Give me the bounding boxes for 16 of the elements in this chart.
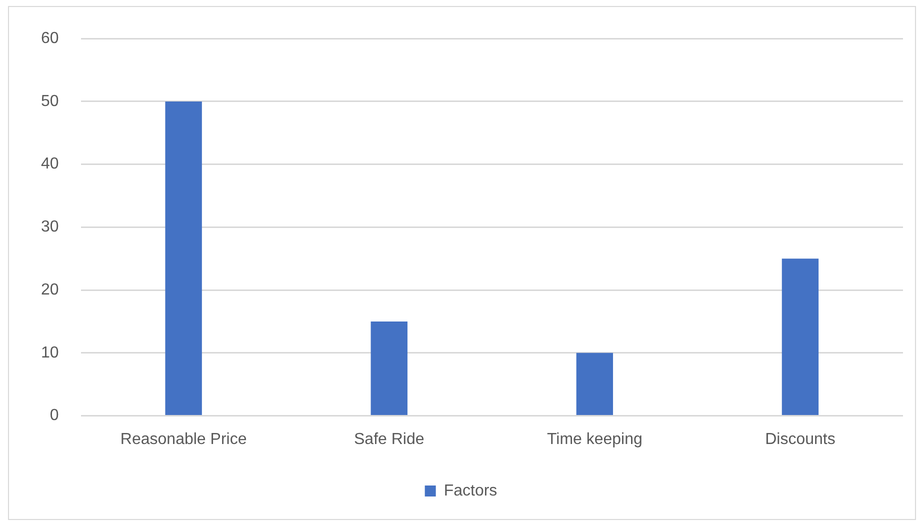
bar [782,258,819,416]
x-tick-label: Discounts [765,430,836,448]
y-tick-label: 20 [41,281,59,298]
y-tick-label: 30 [41,218,59,236]
x-tick-label: Reasonable Price [120,430,247,448]
x-tick-label: Time keeping [546,430,642,448]
x-tick-label: Safe Ride [354,430,424,448]
y-tick-label: 40 [41,156,59,173]
bar [370,322,408,416]
y-tick-label: 0 [50,407,59,424]
y-tick-label: 10 [41,344,59,362]
y-tick-label: 50 [41,92,59,110]
bar [165,101,202,416]
legend-label: Factors [444,482,498,500]
y-tick-label: 60 [41,30,59,48]
bar [576,352,614,416]
